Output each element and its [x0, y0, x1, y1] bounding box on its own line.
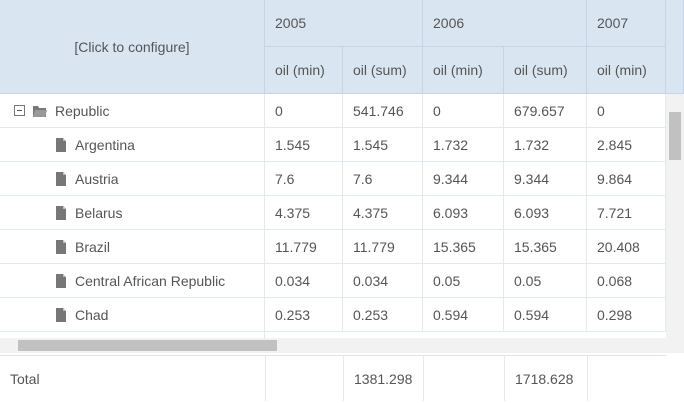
- file-icon: [56, 240, 66, 254]
- value-cell: 6.093: [504, 196, 587, 230]
- value-cell: 0.298: [587, 298, 666, 332]
- total-label: Total: [0, 355, 265, 401]
- value-cell: 2.845: [587, 128, 666, 162]
- value-cell: 1.732: [504, 128, 587, 162]
- value-cell: 7.6: [343, 162, 423, 196]
- value-cell: 0.594: [423, 298, 504, 332]
- row-label: Central African Republic: [0, 264, 265, 298]
- row-label: Austria: [0, 162, 265, 196]
- measure-header: oil (min): [587, 47, 666, 94]
- value-cell: 0.05: [504, 264, 587, 298]
- header-filler: [666, 0, 684, 94]
- value-cell: 0: [587, 94, 666, 128]
- scroll-thumb[interactable]: [669, 112, 681, 160]
- row-label: Belarus: [0, 196, 265, 230]
- value-cell: 4.375: [265, 196, 343, 230]
- file-icon: [56, 274, 66, 288]
- total-cell: [265, 355, 343, 401]
- collapse-icon[interactable]: [12, 103, 28, 119]
- value-cell: 0.253: [265, 298, 343, 332]
- value-cell: 0.034: [265, 264, 343, 298]
- value-cell: 0: [265, 94, 343, 128]
- value-cell: 1.545: [343, 128, 423, 162]
- grid-body: Republic 0 541.746 0 679.657 0 Argentina 1.545 1…: [0, 94, 666, 338]
- total-cell: 1718.628: [504, 355, 587, 401]
- value-cell: 541.746: [343, 94, 423, 128]
- value-cell: 1.732: [423, 128, 504, 162]
- file-icon: [56, 172, 66, 186]
- total-cell: 1381.298: [343, 355, 423, 401]
- value-cell: 0.034: [343, 264, 423, 298]
- value-cell: 6.093: [423, 196, 504, 230]
- row-label: [0, 332, 265, 338]
- value-cell: 20.408: [587, 230, 666, 264]
- value-cell: 0.05: [423, 264, 504, 298]
- row-label: Argentina: [0, 128, 265, 162]
- folder-icon: [33, 106, 47, 117]
- value-cell: 0.068: [587, 264, 666, 298]
- value-cell: 0.594: [504, 298, 587, 332]
- value-cell: 9.864: [587, 162, 666, 196]
- row-label: Chad: [0, 298, 265, 332]
- file-icon: [56, 206, 66, 220]
- file-icon: [56, 308, 66, 322]
- value-cell: 1.545: [265, 128, 343, 162]
- measure-header: oil (min): [265, 47, 343, 94]
- value-cell: 15.365: [423, 230, 504, 264]
- vertical-scrollbar[interactable]: [666, 94, 684, 338]
- value-cell: 9.344: [423, 162, 504, 196]
- value-cell: 15.365: [504, 230, 587, 264]
- measure-header: oil (sum): [504, 47, 587, 94]
- configure-link[interactable]: [Click to configure]: [0, 0, 265, 94]
- file-icon: [56, 138, 66, 152]
- row-label: Brazil: [0, 230, 265, 264]
- value-cell: 0: [423, 94, 504, 128]
- value-cell: 0.253: [343, 298, 423, 332]
- value-cell: 4.375: [343, 196, 423, 230]
- value-cell: 679.657: [504, 94, 587, 128]
- horizontal-scrollbar[interactable]: [0, 338, 684, 353]
- value-cell: 7.721: [587, 196, 666, 230]
- total-cell: [587, 355, 666, 401]
- measure-header: oil (sum): [343, 47, 423, 94]
- year-header: 2005: [265, 0, 423, 47]
- year-header: 2006: [423, 0, 587, 47]
- group-label: Republic: [0, 94, 265, 128]
- scroll-thumb[interactable]: [18, 340, 277, 351]
- total-cell: [423, 355, 504, 401]
- value-cell: 9.344: [504, 162, 587, 196]
- value-cell: 11.779: [265, 230, 343, 264]
- measure-header: oil (min): [423, 47, 504, 94]
- year-header: 2007: [587, 0, 666, 47]
- value-cell: 7.6: [265, 162, 343, 196]
- value-cell: 11.779: [343, 230, 423, 264]
